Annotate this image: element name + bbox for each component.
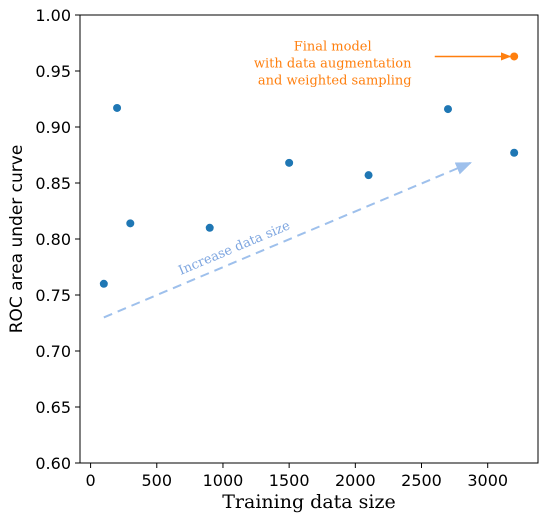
y-tick-label: 0.85	[35, 174, 71, 193]
final-model-annotation-line-3: and weighted sampling	[258, 73, 412, 88]
y-axis-label: ROC area under curve	[7, 145, 27, 334]
y-axis-ticks: 0.60 0.65 0.70 0.75 0.80 0.85 0.90 0.95 1.00	[35, 6, 80, 473]
x-axis-ticks: 0 500 1000 1500 2000 2500 3000	[85, 463, 508, 490]
data-point	[285, 158, 294, 167]
y-tick-label: 0.90	[35, 118, 71, 137]
x-tick-label: 3000	[467, 471, 508, 490]
data-point	[443, 105, 452, 114]
x-tick-label: 0	[85, 471, 95, 490]
data-point	[113, 103, 122, 112]
increase-data-size-label: Increase data size	[176, 218, 292, 278]
y-tick-label: 1.00	[35, 6, 71, 25]
final-model-annotation: Final model with data augmentation and w…	[254, 39, 416, 88]
x-tick-label: 500	[142, 471, 173, 490]
increase-data-size-arrow	[103, 161, 472, 319]
data-point	[99, 279, 108, 288]
data-point	[126, 219, 135, 228]
x-tick-label: 2500	[401, 471, 442, 490]
x-tick-label: 1500	[269, 471, 310, 490]
x-tick-label: 1000	[203, 471, 244, 490]
y-tick-label: 0.95	[35, 62, 71, 81]
y-tick-label: 0.60	[35, 454, 71, 473]
final-model-annotation-line-2: with data augmentation	[254, 56, 412, 71]
data-point	[510, 148, 519, 157]
data-point	[364, 171, 373, 180]
data-points	[99, 52, 519, 288]
data-point	[205, 223, 214, 232]
final-model-annotation-line-1: Final model	[294, 39, 372, 54]
final-model-point	[510, 52, 519, 61]
y-tick-label: 0.75	[35, 286, 71, 305]
annotations: Increase data size Final model with data…	[103, 39, 512, 319]
x-axis-label: Training data size	[222, 491, 396, 513]
x-tick-label: 2000	[335, 471, 376, 490]
y-tick-label: 0.65	[35, 398, 71, 417]
y-tick-label: 0.70	[35, 342, 71, 361]
y-tick-label: 0.80	[35, 230, 71, 249]
